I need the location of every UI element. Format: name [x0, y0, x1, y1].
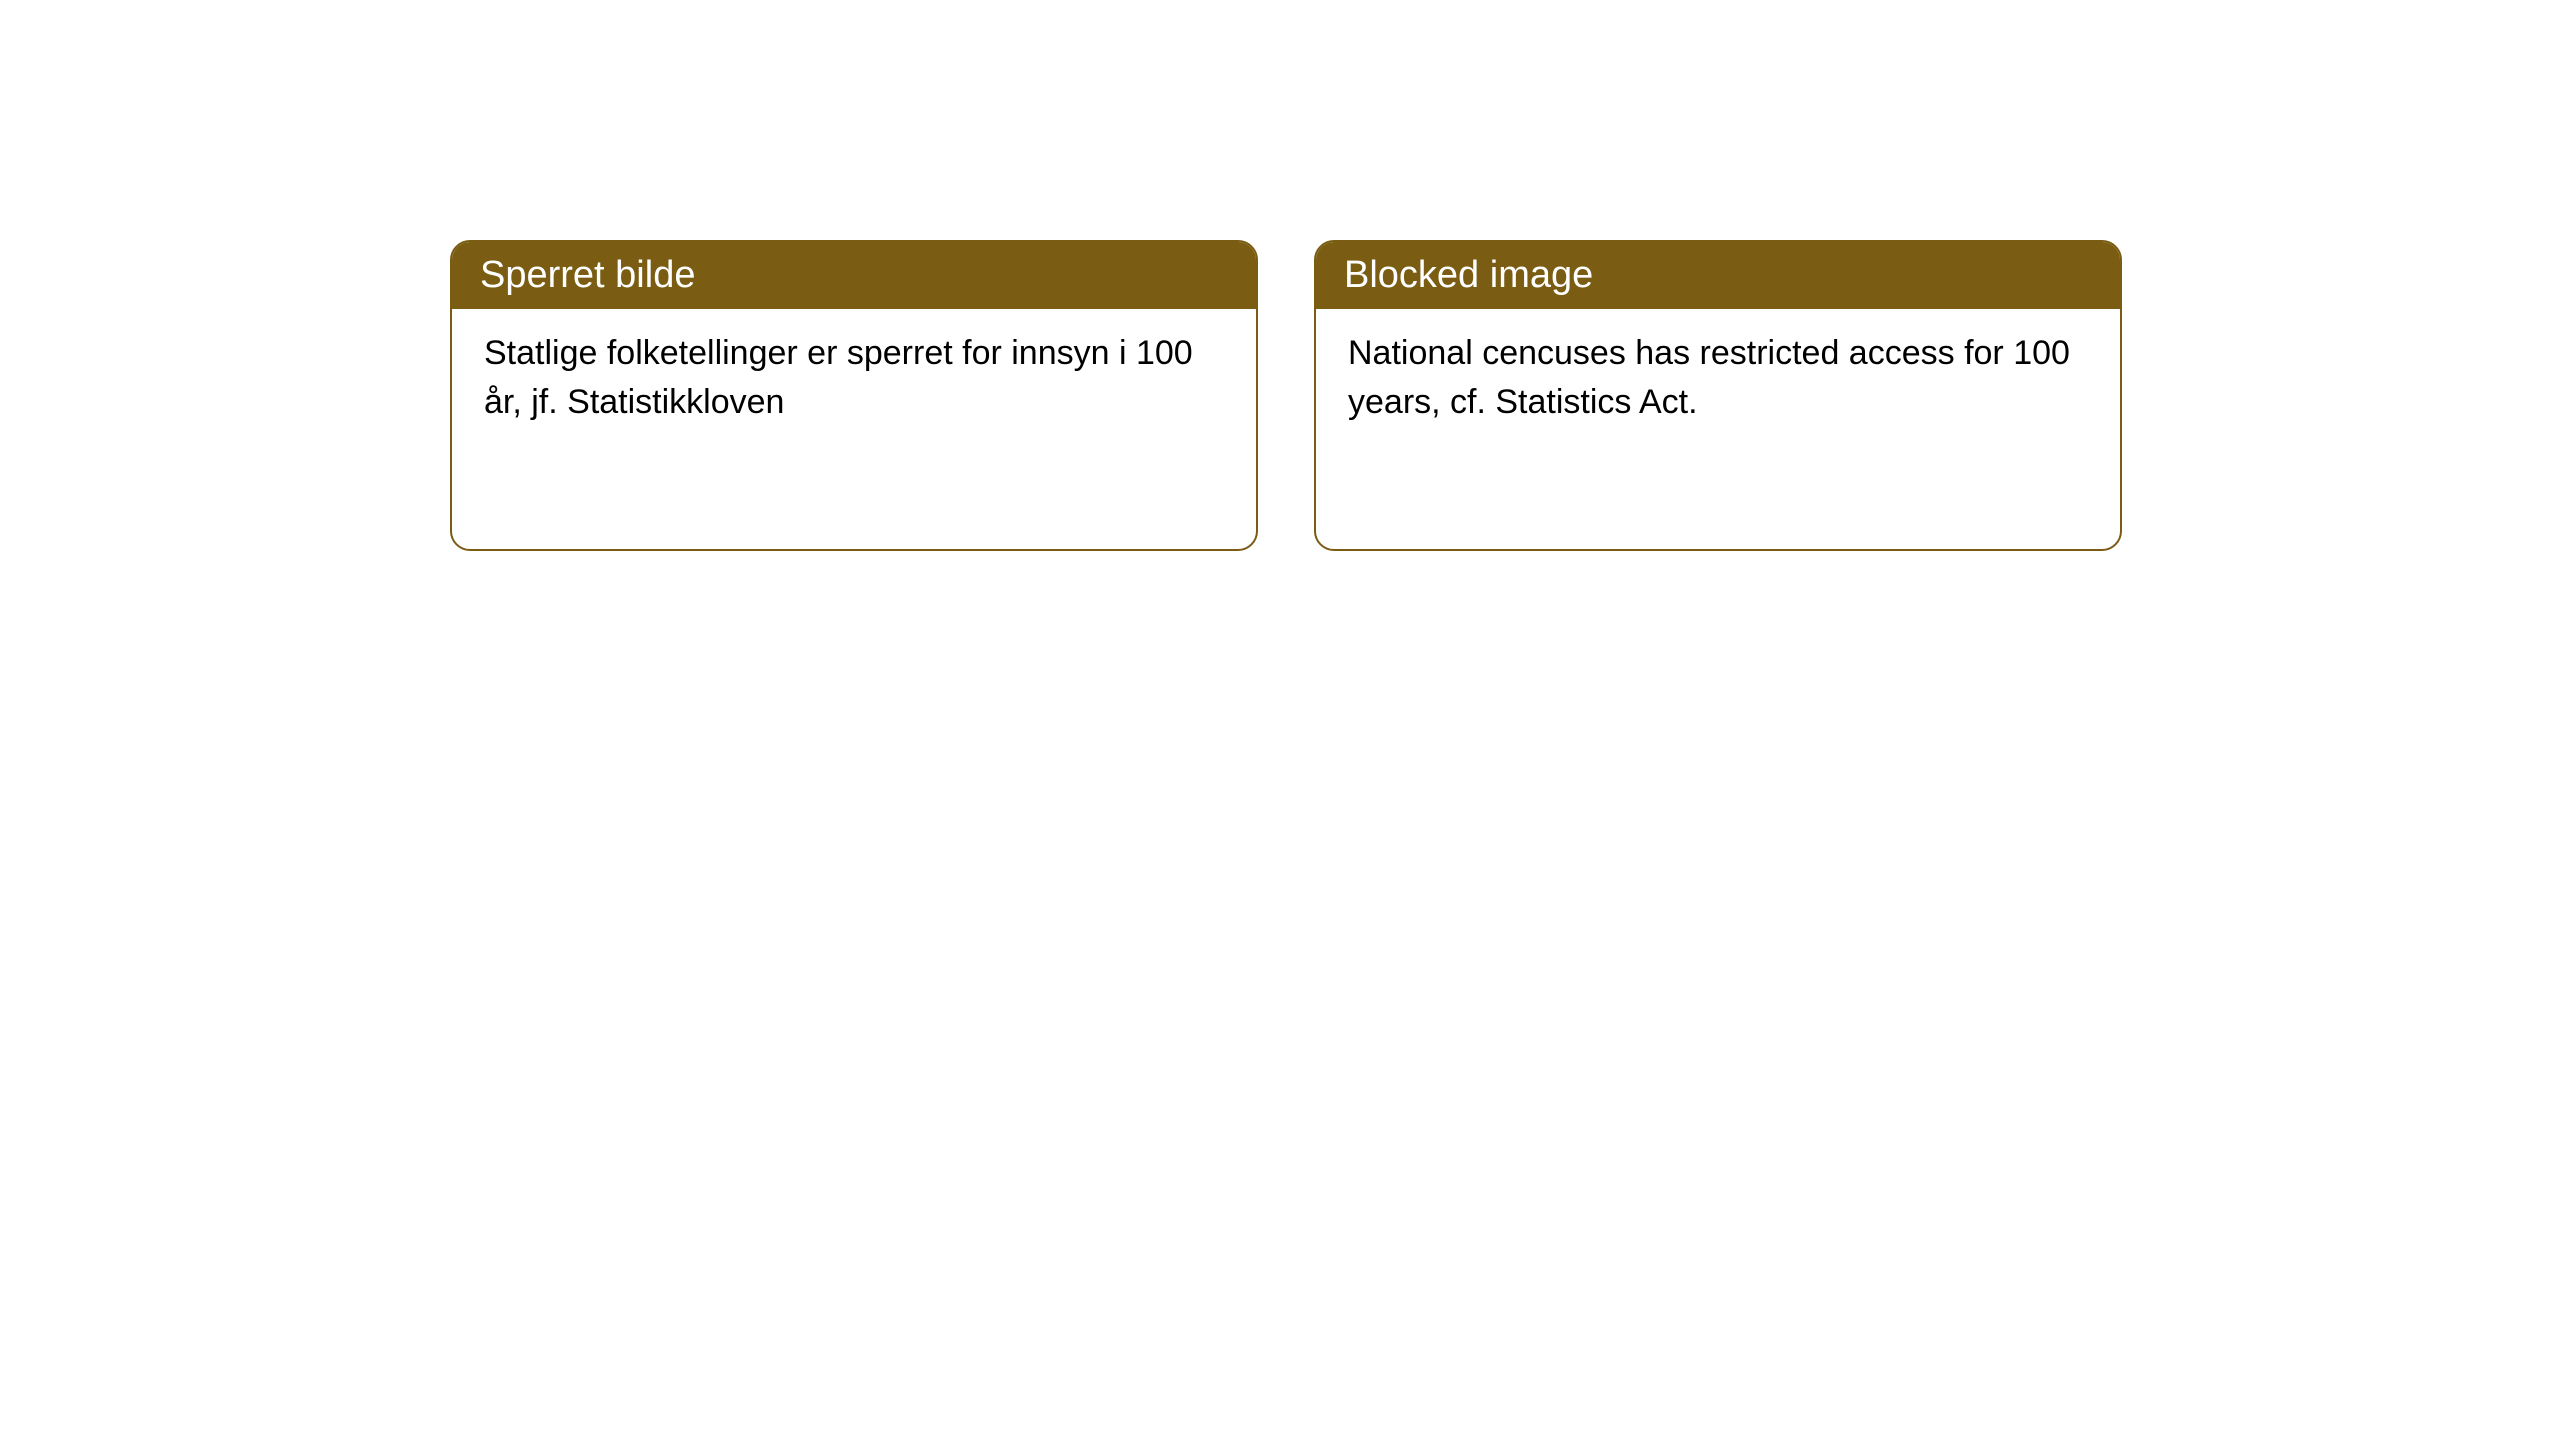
notice-body-norwegian: Statlige folketellinger er sperret for i… — [452, 309, 1256, 549]
notice-card-english: Blocked image National cencuses has rest… — [1314, 240, 2122, 551]
notice-container: Sperret bilde Statlige folketellinger er… — [450, 240, 2122, 551]
notice-header-norwegian: Sperret bilde — [452, 242, 1256, 309]
notice-header-english: Blocked image — [1316, 242, 2120, 309]
notice-body-english: National cencuses has restricted access … — [1316, 309, 2120, 549]
notice-card-norwegian: Sperret bilde Statlige folketellinger er… — [450, 240, 1258, 551]
